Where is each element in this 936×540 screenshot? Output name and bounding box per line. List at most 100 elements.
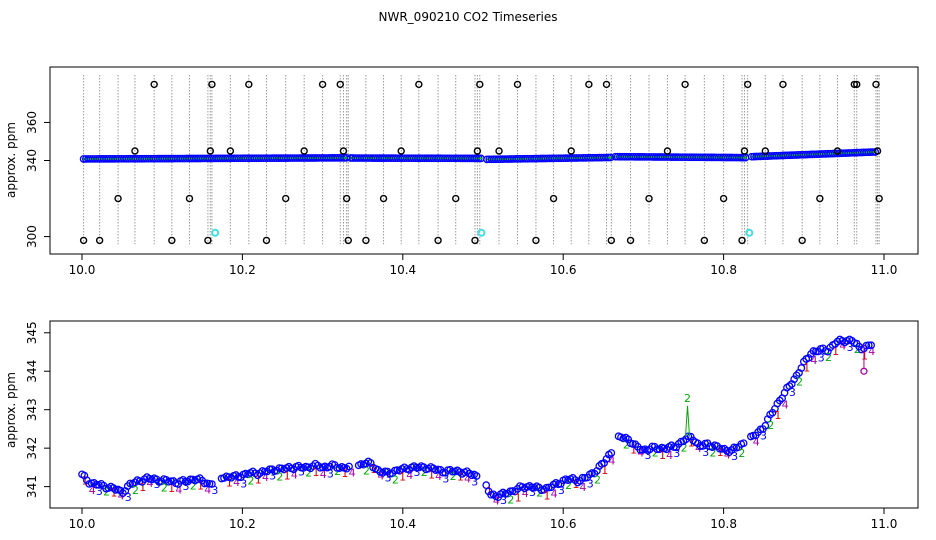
outlier-point [204, 236, 212, 245]
series-number-label: 3 [183, 480, 190, 493]
series-number-label: 2 [825, 351, 832, 364]
series-number-label: 3 [702, 446, 709, 459]
data-point [419, 463, 428, 471]
series-number-label: 3 [673, 447, 680, 460]
outlier-point [262, 236, 271, 245]
data-point [571, 476, 580, 484]
series-number-label: 2 [132, 484, 139, 497]
data-point [568, 474, 577, 482]
series-number-label: 1 [284, 470, 291, 483]
outlier-point [397, 147, 405, 155]
data-point [831, 340, 839, 348]
outlier-point [185, 194, 194, 203]
series-number-label: 1 [543, 490, 550, 503]
series-number-label: 3 [818, 351, 825, 364]
series-number-label: 4 [464, 472, 471, 485]
series-number-label: 4 [406, 469, 413, 482]
bottom-xtick-label: 10.0 [69, 517, 96, 531]
series-number-label: 1 [255, 473, 262, 486]
series-number-label: 1 [601, 464, 608, 477]
data-point-inner [609, 156, 612, 159]
series-number-label: 1 [515, 492, 522, 505]
flagged-point [477, 228, 486, 237]
series-number-label: 3 [789, 386, 796, 399]
series-number-label: 1 [803, 362, 810, 375]
series-number-label: 2 [248, 474, 255, 487]
series-number-label: 3 [125, 491, 132, 504]
spike-line [685, 405, 689, 437]
outlier-point [719, 194, 728, 203]
series-number-label: 1 [370, 463, 377, 476]
bottom-xtick-label: 10.8 [710, 517, 737, 531]
outlier-point [607, 236, 616, 245]
series-number-label: 2 [652, 446, 659, 459]
outlier-point [282, 194, 290, 203]
data-point [790, 375, 799, 384]
outlier-point [850, 80, 859, 89]
series-number-label: 4 [868, 345, 875, 358]
outlier-point [344, 236, 352, 245]
data-point [342, 464, 351, 473]
top-xtick-label: 10.2 [229, 263, 256, 277]
series-number-label: 1 [312, 466, 319, 479]
data-point [792, 371, 801, 380]
data-point [653, 445, 661, 454]
outlier-point [114, 194, 122, 203]
series-number-label: 2 [363, 465, 370, 478]
outlier-point [872, 80, 880, 89]
outlier-point [740, 147, 749, 155]
series-number-label: 4 [204, 484, 211, 497]
outlier-point [873, 147, 882, 155]
series-number-label: 1 [832, 345, 839, 358]
series-number-label: 3 [558, 484, 565, 497]
bottom-plot-frame [49, 320, 919, 509]
outlier-point [339, 147, 348, 155]
series-number-label: 2 [507, 494, 514, 507]
outlier-point [585, 80, 593, 89]
series-number-label: 4 [435, 470, 442, 483]
data-point [472, 472, 481, 480]
series-number-label: 4 [522, 487, 529, 500]
outlier-point [95, 236, 104, 245]
bottom-xtick-label: 11.0 [871, 517, 898, 531]
outlier-point [743, 80, 752, 89]
data-point [306, 464, 315, 473]
data-point-inner [744, 156, 747, 159]
data-point [607, 449, 616, 457]
series-number-label: 3 [500, 494, 507, 507]
data-point [119, 489, 127, 497]
outlier-point [452, 194, 460, 203]
bottom-xtick-label: 10.2 [229, 517, 256, 531]
data-point [325, 462, 334, 471]
top-ytick-label: 300 [25, 225, 39, 248]
bottom-xtick-label: 10.4 [389, 517, 416, 531]
series-number-label: 4 [753, 436, 760, 449]
top-ylabel: approx. ppm [4, 122, 18, 198]
bottom-ytick-label: 345 [25, 321, 39, 344]
data-point [867, 341, 876, 350]
data-point [463, 467, 471, 476]
series-number-label: 3 [385, 471, 392, 484]
data-point [405, 465, 414, 474]
data-point [775, 396, 784, 405]
chart-title: NWR_090210 CO2 Timeseries [379, 10, 558, 24]
series-number-label: 1 [399, 471, 406, 484]
series-number-label: 1 [226, 476, 233, 489]
outlier-point [342, 194, 351, 203]
data-point [739, 439, 748, 448]
series-number-label: 3 [298, 466, 305, 479]
top-xtick-label: 10.4 [389, 263, 416, 277]
series-number-label: 1 [341, 467, 348, 480]
series-number-label: 4 [811, 354, 818, 367]
series-number-label: 3 [471, 475, 478, 488]
data-point [92, 480, 101, 489]
series-number-label: 1 [717, 446, 724, 459]
data-point [448, 467, 457, 476]
series-number-label: 1 [168, 482, 175, 495]
outlier-point [434, 236, 442, 245]
data-point [208, 480, 216, 488]
top-xtick-label: 11.0 [871, 263, 898, 277]
outlier-point [833, 147, 842, 155]
